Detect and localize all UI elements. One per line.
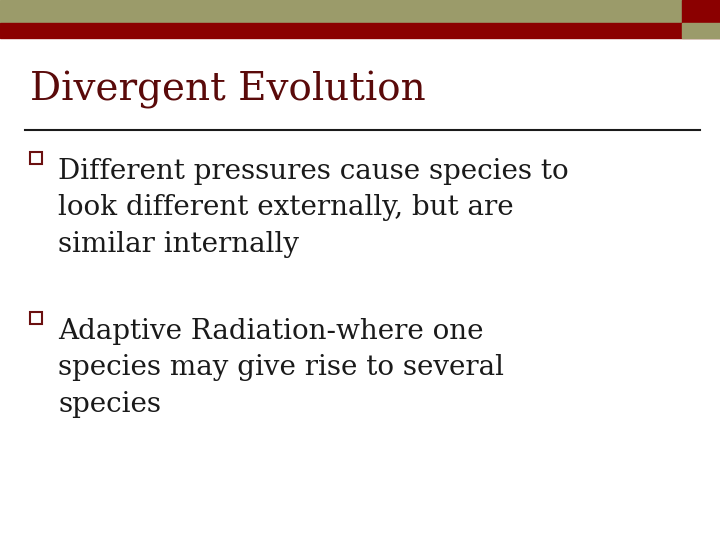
Text: Divergent Evolution: Divergent Evolution: [30, 71, 426, 109]
Text: Different pressures cause species to
look different externally, but are
similar : Different pressures cause species to loo…: [58, 158, 569, 258]
Text: Adaptive Radiation-where one
species may give rise to several
species: Adaptive Radiation-where one species may…: [58, 318, 504, 418]
Bar: [0, 0, 720, 23]
Bar: [682, 23, 720, 38]
Bar: [682, 0, 720, 23]
Bar: [30, 312, 42, 324]
Bar: [30, 152, 42, 164]
Bar: [0, 23, 720, 38]
